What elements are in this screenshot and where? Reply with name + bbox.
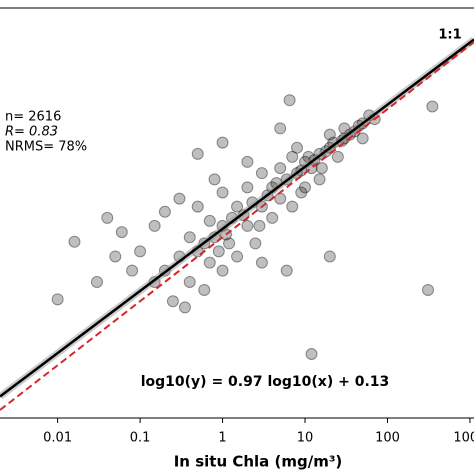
point: [203, 256, 216, 269]
point: [241, 155, 254, 168]
point: [148, 219, 161, 232]
point: [216, 186, 229, 199]
point: [183, 231, 196, 244]
n-label: n= 2616: [5, 110, 61, 125]
point: [331, 150, 344, 163]
x-tick-label: 10: [297, 431, 314, 446]
x-tick-label: 0.01: [43, 431, 72, 446]
point: [212, 245, 225, 258]
point: [295, 186, 308, 199]
marks: [51, 94, 439, 360]
r-label: R= 0.83: [5, 125, 58, 140]
point: [291, 141, 304, 154]
point: [51, 293, 64, 306]
point: [166, 295, 179, 308]
point: [173, 192, 186, 205]
nrms-label: NRMS= 78%: [5, 140, 87, 155]
point: [253, 219, 266, 232]
point: [299, 181, 312, 194]
point: [115, 226, 128, 239]
point: [426, 100, 439, 113]
point: [255, 167, 268, 180]
point: [231, 200, 244, 213]
point: [208, 173, 221, 186]
point: [68, 235, 81, 248]
point: [126, 264, 139, 277]
point: [241, 181, 254, 194]
point: [323, 128, 336, 141]
point: [223, 237, 236, 250]
point: [191, 147, 204, 160]
point: [198, 283, 211, 296]
point: [216, 264, 229, 277]
x-tick-label: 100: [375, 431, 400, 446]
x-tick-label: 1000: [453, 431, 474, 446]
point: [231, 250, 244, 263]
point: [274, 162, 287, 175]
point: [134, 245, 147, 258]
point: [183, 275, 196, 288]
point: [255, 256, 268, 269]
point: [241, 219, 254, 232]
point: [109, 250, 122, 263]
point: [323, 250, 336, 263]
point: [283, 94, 296, 107]
point: [315, 162, 328, 175]
point: [158, 205, 171, 218]
point: [421, 283, 434, 296]
point: [305, 347, 318, 360]
point: [280, 264, 293, 277]
point: [266, 211, 279, 224]
point: [286, 150, 299, 163]
x-tick-label: 1: [218, 431, 226, 446]
x-tick-label: 0.1: [130, 431, 151, 446]
one-to-one-label: 1:1: [438, 28, 461, 43]
point: [90, 275, 103, 288]
point: [356, 132, 369, 145]
point: [216, 136, 229, 149]
point: [178, 301, 191, 314]
point: [249, 237, 262, 250]
point: [101, 211, 114, 224]
point: [203, 214, 216, 227]
fit-line: [0, 38, 474, 398]
point: [313, 173, 326, 186]
point: [286, 200, 299, 213]
point: [274, 192, 287, 205]
fit-equation: log10(y) = 0.97 log10(x) + 0.13: [141, 374, 390, 390]
point: [191, 200, 204, 213]
x-axis-label: In situ Chla (mg/m³): [174, 453, 343, 471]
one-to-one-line: [0, 41, 474, 411]
point: [274, 122, 287, 135]
